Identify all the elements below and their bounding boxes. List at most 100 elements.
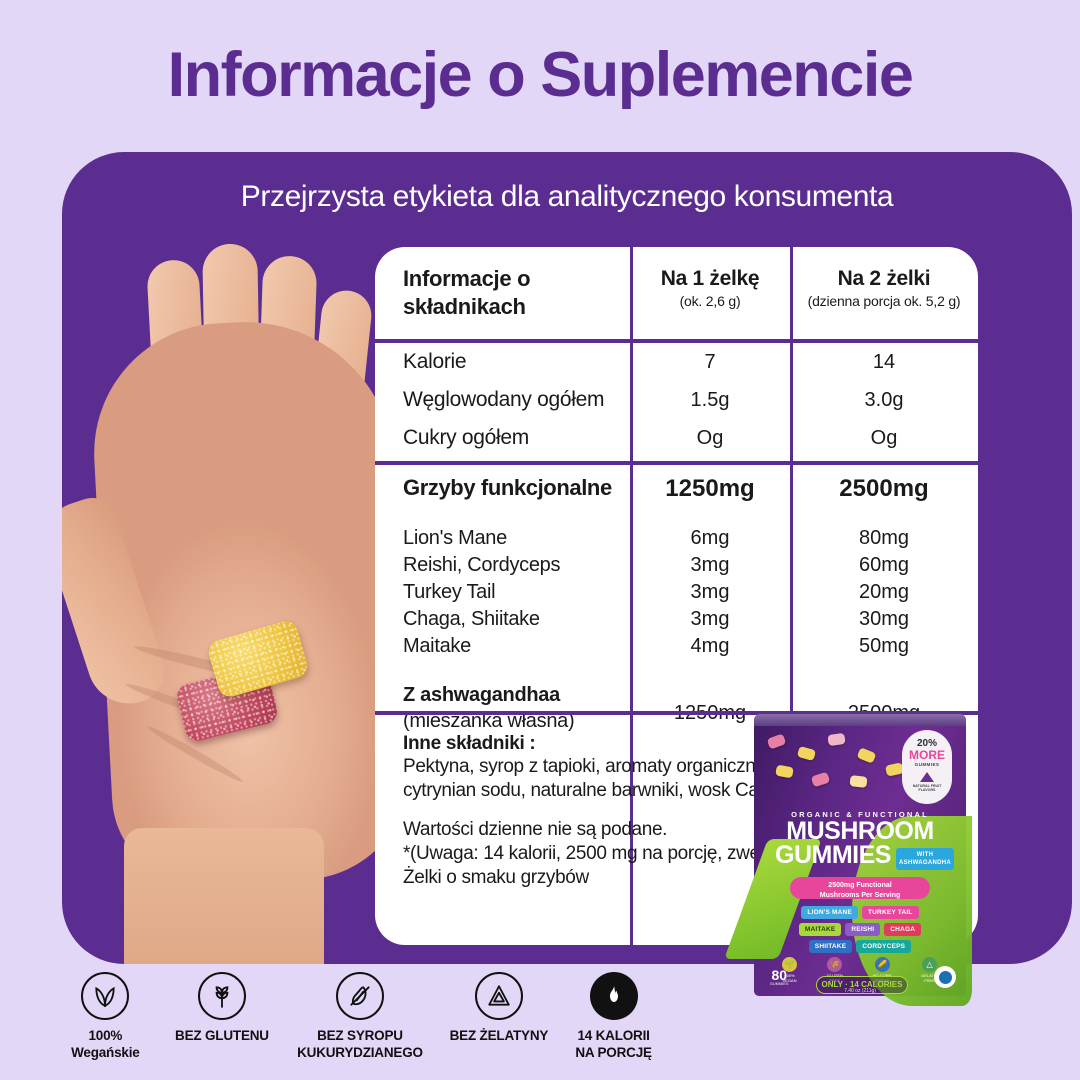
gelatin-icon: △ (922, 957, 938, 972)
row-value-col2: Og (870, 426, 898, 449)
mushroom-name: Reishi, Cordyceps (403, 554, 561, 576)
mushroom-value: 30mg (858, 608, 910, 630)
mushroom-total-col2: 2500mg (839, 475, 929, 502)
wrist (124, 828, 324, 964)
pouch-dose-pill: 2500mg Functional Mushrooms Per Serving (790, 877, 930, 899)
more-badge-gummies: GUMMIES (914, 761, 940, 767)
row-value-col2: 14 (872, 350, 896, 373)
ashwagandha-sub: (mieszanka własna) (403, 710, 575, 732)
corn-icon (335, 972, 384, 1020)
badge-no-corn-syrup: BEZ SYROPU KUKURYDZIANEGO (281, 972, 438, 1062)
pouch-gummy (849, 775, 868, 788)
badge-label: 100% Wegańskie (71, 1028, 140, 1060)
mushroom-name: Chaga, Shiitake (403, 608, 540, 630)
pouch-organic-line: ORGANIC & FUNCTIONAL (791, 810, 929, 819)
info-card: Przejrzysta etykieta dla analitycznego k… (62, 152, 1072, 964)
header-col2-sub: (dzienna porcja ok. 5,2 g) (807, 293, 961, 309)
pouch-chip-reishi: REISHI (845, 923, 881, 936)
wheat-icon (197, 972, 246, 1020)
pouch-mini-badges: 🌱 100% VEGAN 🌾 GLUTEN FREE 🌽 NO CORN SYR… (782, 957, 938, 984)
pouch-chip-lions-mane: LION'S MANE (801, 906, 858, 919)
mushroom-names: Lion's Mane Reishi, Cordyceps Turkey Tai… (375, 525, 630, 660)
mushroom-value: 50mg (858, 635, 910, 657)
pouch-count-label: GUMMIES (770, 982, 789, 986)
page-title: Informacje o Suplemencie (167, 40, 914, 110)
pouch-chip-row-1: LION'S MANE TURKEY TAIL (770, 906, 950, 919)
pouch-badge-nocorn: 🌽 NO CORN SYRUP (872, 957, 892, 984)
mushroom-item-rows: Lion's Mane Reishi, Cordyceps Turkey Tai… (375, 503, 978, 660)
more-badge-natural: NATURAL FRUIT FLAVORS (912, 783, 942, 792)
pouch-chip-shiitake: SHIITAKE (808, 940, 853, 953)
hand-with-gummies-photo (62, 230, 407, 964)
badge-vegan: 100% Wegańskie (48, 972, 163, 1062)
more-badge-more: MORE (909, 748, 945, 762)
badge-calories: 14 KALORII NA PORCJĘ (559, 972, 668, 1062)
badge-gluten-free: BEZ GLUTENU (163, 972, 282, 1045)
mushroom-values-col2: 80mg 60mg 20mg 30mg 50mg (790, 525, 978, 660)
row-label: Kalorie (403, 350, 467, 373)
badge-label: 14 KALORII NA PORCJĘ (575, 1028, 652, 1060)
mushroom-value: 80mg (858, 527, 910, 549)
mushroom-value: 3mg (690, 581, 730, 603)
table-row: Kalorie 7 14 (375, 343, 978, 381)
basic-nutrition-rows: Kalorie 7 14 Węglowodany ogółem 1.5g 3.0… (375, 343, 978, 461)
pouch-badge-vegan: 🌱 100% VEGAN (782, 957, 797, 984)
row-value-col1: 1.5g (690, 388, 730, 411)
column-divider (790, 247, 793, 945)
row-label: Cukry ogółem (403, 426, 529, 449)
pouch-count-number: 80 (771, 967, 788, 983)
mushroom-total-row: Grzyby funkcjonalne 1250mg 2500mg (375, 465, 978, 503)
pouch-gummy-count: 80 GUMMIES (770, 968, 789, 986)
badge-label: BEZ ŻELATYNY (449, 1028, 549, 1043)
gluten-icon: 🌾 (827, 957, 843, 972)
header-ingredient-info: Informacje o składnikach (403, 266, 531, 319)
pouch-badge-label: 100% VEGAN (782, 973, 797, 983)
pouch-chip-cordyceps: CORDYCEPS (856, 940, 912, 953)
flame-icon (589, 972, 638, 1020)
pouch-calories-badge: ONLY · 14 CALORIES (816, 976, 908, 994)
header-col2-main: Na 2 żelki (837, 267, 931, 290)
pouch-badge-label: GELATIN FREE (921, 973, 938, 983)
mushroom-name: Lion's Mane (403, 527, 507, 549)
more-gummies-badge: 20% MORE GUMMIES NATURAL FRUIT FLAVORS (902, 730, 952, 804)
badge-label: BEZ GLUTENU (175, 1028, 269, 1043)
row-value-col1: 7 (704, 350, 716, 373)
row-label: Węglowodany ogółem (403, 388, 605, 411)
feature-badges: 100% Wegańskie BEZ GLUTENU BEZ SYROPU KU… (48, 972, 668, 1062)
mushroom-total-col1: 1250mg (665, 475, 755, 502)
pouch-badge-gluten: 🌾 GLUTEN FREE (827, 957, 843, 984)
gelatin-icon (474, 972, 523, 1020)
row-value-col1: Og (696, 426, 724, 449)
header-col1-sub: (ok. 2,6 g) (679, 293, 741, 309)
mushroom-name: Turkey Tail (403, 581, 496, 603)
pouch-name-line1: MUSHROOM (786, 817, 934, 845)
pouch-name-line2: GUMMIES (775, 841, 891, 869)
pouch-zip-top (754, 714, 966, 726)
pouch-chip-row-2: MAITAKE REISHI CHAGA (770, 923, 950, 936)
mushroom-value: 6mg (690, 527, 730, 549)
pouch-chip-row-3: SHIITAKE CORDYCEPS (770, 940, 950, 953)
mushroom-section: Grzyby funkcjonalne 1250mg 2500mg Lion's… (375, 465, 978, 732)
other-ingredients-title: Inne składniki : (403, 733, 536, 754)
vegan-icon: 🌱 (782, 957, 797, 972)
pouch-badge-label: GLUTEN FREE (826, 973, 843, 983)
product-pouch-image: 20% MORE GUMMIES NATURAL FRUIT FLAVORS O… (724, 714, 972, 1006)
more-badge-percent: 20% (916, 738, 937, 749)
pouch-badge-gelatin: △ GELATIN FREE (921, 957, 938, 984)
pouch-net-weight: 7.40 oz (211g) (844, 988, 876, 994)
row-value-col2: 3.0g (864, 388, 904, 411)
ashwagandha-name: Z ashwagandhaa (403, 684, 560, 706)
mushroom-value: 20mg (858, 581, 910, 603)
mushroom-value: 60mg (858, 554, 910, 576)
natural-flavor-triangle-icon (920, 771, 934, 782)
mushroom-values-col1: 6mg 3mg 3mg 3mg 4mg (630, 525, 790, 660)
pouch-ashwagandha-chip: WITH ASHWAGANDHA (896, 848, 954, 870)
pouch-chip-maitake: MAITAKE (798, 923, 842, 936)
mushroom-name: Maitake (403, 635, 471, 657)
table-rule (375, 461, 978, 465)
table-rule (375, 711, 978, 715)
pouch-chip-turkey-tail: TURKEY TAIL (861, 906, 919, 919)
nocorn-icon: 🌽 (874, 957, 890, 972)
pouch-badge-label: NO CORN SYRUP (872, 973, 892, 983)
header-col1-main: Na 1 żelkę (660, 267, 760, 290)
